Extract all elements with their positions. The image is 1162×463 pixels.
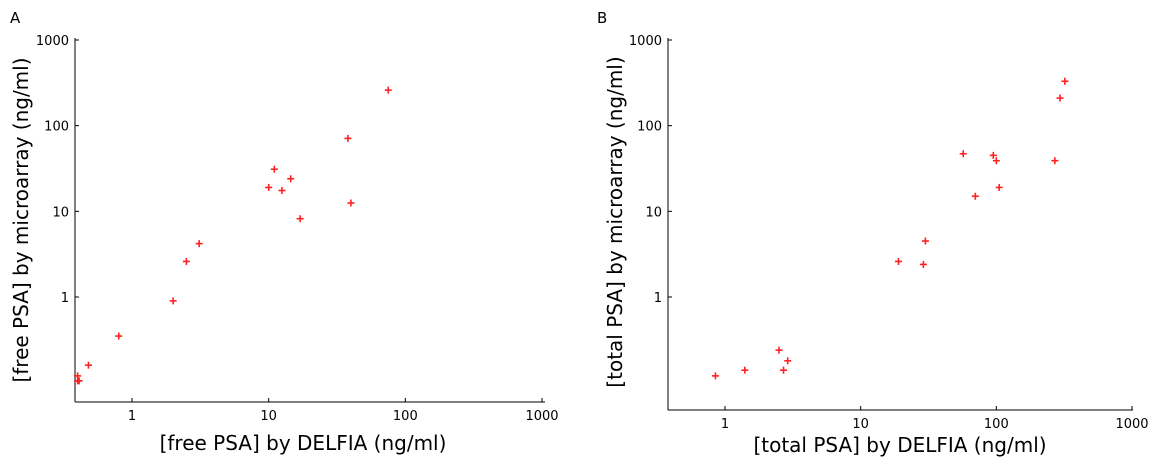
panel-a-y-tick-label: 10	[52, 205, 69, 220]
panel-a-data-point	[344, 134, 352, 142]
panel-a-data-point	[287, 175, 295, 183]
panel-b-data-point	[992, 157, 1000, 165]
panel-a-letter: A	[10, 9, 21, 27]
panel-b-data-point	[711, 372, 719, 380]
panel-b-data-point	[971, 192, 979, 200]
panel-a-data-point	[195, 240, 203, 248]
panel-a-y-tick-label: 100	[44, 120, 69, 135]
panel-a-data-point	[347, 199, 355, 207]
panel-b-letter: B	[597, 9, 607, 27]
panel-a-data-point	[169, 297, 177, 305]
panel-b-y-axis-title: [total PSA] by microarray (ng/ml)	[603, 56, 627, 387]
panel-b-data-point	[989, 151, 997, 159]
panel-a-data-point	[265, 183, 273, 191]
panel-b-y-tick-label: 1	[654, 291, 662, 306]
panel-a-y-tick-label: 1	[61, 291, 69, 306]
panel-b-data-point	[1056, 94, 1064, 102]
panel-a-y-axis-title: [free PSA] by microarray (ng/ml)	[9, 57, 33, 382]
panel-a-points	[74, 86, 392, 385]
panel-b-y-tick-label: 100	[637, 120, 662, 135]
panel-b-data-point	[919, 260, 927, 268]
panel-a: A [free PSA] by DELFIA (ng/ml) [free PSA…	[9, 9, 559, 455]
panel-b-x-axis-title: [total PSA] by DELFIA (ng/ml)	[753, 433, 1046, 457]
panel-a-x-tick-label: 1	[128, 409, 136, 424]
panel-a-x-axis-title: [free PSA] by DELFIA (ng/ml)	[160, 431, 447, 455]
panel-b-data-point	[995, 183, 1003, 191]
panel-a-x-tick-label: 10	[260, 409, 277, 424]
panel-a-data-point	[296, 215, 304, 223]
panel-b-data-point	[894, 257, 902, 265]
panel-b-y-tick-label: 10	[645, 205, 662, 220]
panel-a-x-tick-label: 100	[393, 409, 418, 424]
panel-b-ticks: 1 10 100 1000 1 10 100 1000	[629, 34, 1149, 432]
panel-a-y-tick-label: 1000	[36, 34, 69, 49]
panel-b-y-tick-label: 1000	[629, 34, 662, 49]
panel-b-data-point	[1051, 157, 1059, 165]
panel-b: B [total PSA] by DELFIA (ng/ml) [total P…	[597, 9, 1149, 457]
panel-a-data-point	[115, 332, 123, 340]
panel-a-data-point	[270, 165, 278, 173]
panel-b-data-point	[959, 150, 967, 158]
panel-b-data-point	[784, 357, 792, 365]
panel-b-x-tick-label: 100	[984, 417, 1009, 432]
panel-b-points	[711, 77, 1069, 380]
panel-b-x-tick-label: 10	[852, 417, 869, 432]
panel-b-data-point	[741, 366, 749, 374]
panel-b-x-tick-label: 1	[721, 417, 729, 432]
panel-a-x-tick-label: 1000	[525, 409, 558, 424]
panel-b-data-point	[921, 237, 929, 245]
panel-a-data-point	[384, 86, 392, 94]
panel-a-data-point	[84, 361, 92, 369]
panel-a-ticks: 1 10 100 1000 1 10 100 1000	[36, 34, 559, 424]
panel-b-data-point	[775, 346, 783, 354]
panel-a-data-point	[182, 257, 190, 265]
panel-b-data-point	[1061, 77, 1069, 85]
panel-b-data-point	[780, 366, 788, 374]
panel-a-data-point	[278, 187, 286, 195]
panel-a-data-point	[75, 377, 83, 385]
panel-b-x-tick-label: 1000	[1115, 417, 1148, 432]
